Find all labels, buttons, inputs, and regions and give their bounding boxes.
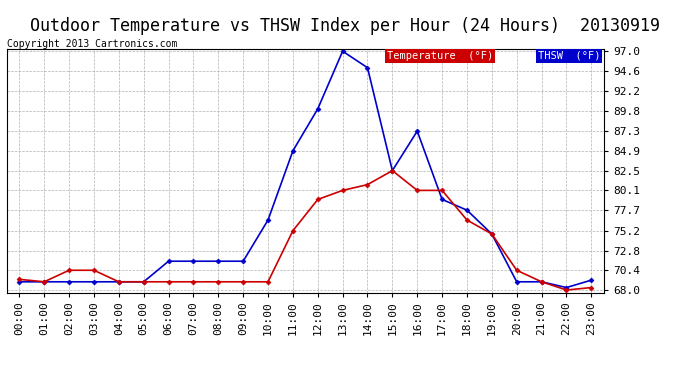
Text: Outdoor Temperature vs THSW Index per Hour (24 Hours)  20130919: Outdoor Temperature vs THSW Index per Ho… — [30, 17, 660, 35]
Text: Temperature  (°F): Temperature (°F) — [387, 51, 493, 61]
Text: THSW  (°F): THSW (°F) — [538, 51, 600, 61]
Text: Copyright 2013 Cartronics.com: Copyright 2013 Cartronics.com — [7, 39, 177, 50]
